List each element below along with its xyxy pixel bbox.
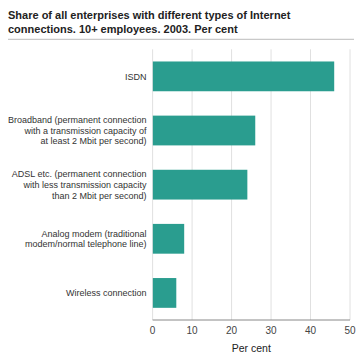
bar [153, 116, 256, 146]
bars [153, 61, 335, 307]
title-line: Share of all enterprises with different … [8, 9, 291, 21]
bar [153, 278, 177, 308]
x-tick-label: 20 [226, 325, 238, 336]
x-tick-label: 40 [305, 325, 317, 336]
category-label-line: ISDN [125, 72, 147, 82]
category-label-line: at least 2 Mbit per second) [41, 136, 147, 146]
category-label-line: modem/normal telephone line) [25, 239, 147, 249]
grid-line [350, 49, 351, 320]
category-label-line: ADSL etc. (permanent connection [12, 169, 147, 179]
title-rule [8, 39, 354, 40]
category-label: ADSL etc. (permanent connectionwith less… [12, 169, 147, 201]
bar [153, 170, 248, 200]
x-axis: 0 10 20 30 40 50 Per cent [150, 320, 356, 354]
x-tick-label: 0 [150, 325, 156, 336]
page: {"chart_data": {"type": "bar", "orientat… [0, 0, 362, 362]
category-label: ISDN [125, 72, 147, 82]
category-label-line: with less transmission capacity [23, 180, 148, 190]
chart: Share of all enterprises with different … [0, 0, 362, 362]
bar [153, 61, 335, 91]
bar [153, 224, 185, 254]
category-label-line: than 2 Mbit per second) [52, 191, 147, 201]
category-label: Wireless connection [66, 288, 147, 298]
category-label: Broadband (permanent connectionwith a tr… [8, 115, 147, 147]
title-line: connections. 10+ employees. 2003. Per ce… [8, 23, 238, 35]
category-label-line: Broadband (permanent connection [8, 115, 147, 125]
category-label: Analog modem (traditionalmodem/normal te… [25, 229, 147, 250]
x-axis-label: Per cent [232, 342, 271, 354]
title: Share of all enterprises with different … [8, 9, 291, 35]
x-tick-label: 10 [187, 325, 199, 336]
category-label-line: Analog modem (traditional [42, 229, 147, 239]
grid [153, 49, 350, 320]
x-axis-line [153, 320, 350, 321]
category-labels: Wireless connection Analog modem (traditi… [8, 72, 147, 299]
x-tick-label: 50 [344, 325, 356, 336]
category-label-line: Wireless connection [66, 288, 147, 298]
x-tick-label: 30 [265, 325, 277, 336]
category-label-line: with a transmission capacity of [24, 126, 148, 136]
